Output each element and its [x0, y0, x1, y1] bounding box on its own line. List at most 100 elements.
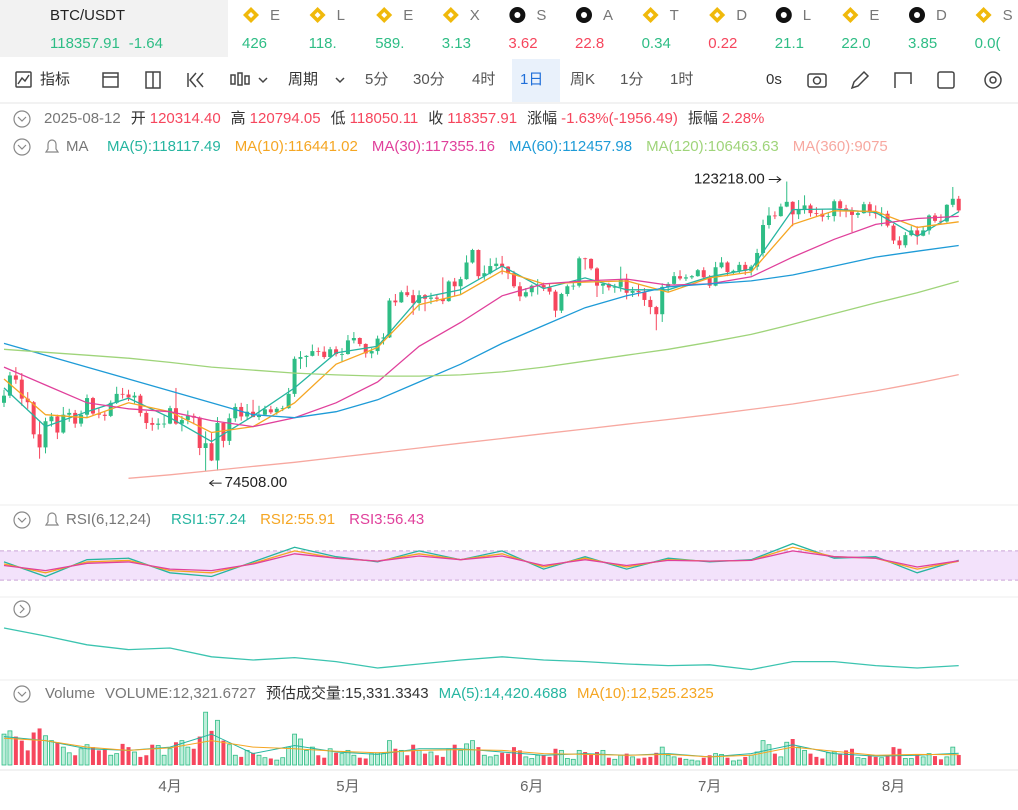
candle-body	[529, 285, 534, 293]
bell-icon[interactable]	[44, 139, 60, 153]
ticker-value[interactable]: 0.22	[708, 35, 737, 52]
volume-bar	[541, 755, 546, 765]
candle-body	[375, 338, 380, 352]
volume-bar	[138, 756, 143, 765]
ticker-value[interactable]: 3.85	[908, 35, 937, 52]
volume-bar	[719, 754, 724, 766]
chevron[interactable]	[258, 77, 268, 84]
toolbar-icons	[15, 70, 1002, 90]
collapse-button[interactable]	[13, 511, 31, 529]
chevron[interactable]	[335, 77, 345, 84]
pen-icon[interactable]	[850, 70, 870, 90]
volume-bar	[564, 758, 570, 766]
volume-bar	[654, 752, 659, 765]
interval-button[interactable]: 1时	[670, 71, 693, 88]
volume-bar	[84, 744, 90, 766]
volume-bar	[191, 748, 196, 765]
volume-bar	[464, 743, 469, 766]
settings-icon[interactable]	[984, 71, 1002, 89]
indicator-button[interactable]: 指标	[40, 71, 70, 88]
candle-body	[464, 262, 469, 280]
ticker-value[interactable]: 3.13	[442, 35, 471, 52]
ticker-value[interactable]: 3.62	[508, 35, 537, 52]
collapse-button[interactable]	[13, 685, 31, 703]
candle-body	[310, 351, 315, 356]
candle-body	[340, 354, 345, 355]
pair-cell[interactable]	[0, 0, 228, 57]
candle-body	[897, 240, 902, 246]
volume-bar	[511, 747, 516, 765]
candle-body	[470, 250, 475, 263]
ma-line	[3, 215, 959, 428]
ticker-value[interactable]: 426	[242, 35, 267, 52]
volume-bar	[274, 759, 280, 766]
candle-body	[381, 337, 386, 339]
candle-body	[387, 300, 392, 338]
interval-button[interactable]: 5分	[365, 71, 388, 88]
bell-icon[interactable]	[44, 512, 60, 526]
ticker-letter: S	[536, 7, 546, 24]
collapse-chevron	[17, 517, 27, 523]
pair-name: BTC/USDT	[50, 7, 125, 24]
candle-body	[624, 279, 629, 293]
ticker-value[interactable]: 22.8	[575, 35, 604, 52]
candle-body	[262, 409, 267, 415]
ticker-value[interactable]: 589.	[375, 35, 404, 52]
interval-button[interactable]: 4时	[472, 71, 495, 88]
coin-icon-core	[847, 12, 854, 18]
coin-icon-core	[447, 12, 454, 18]
volume-bar	[547, 756, 552, 765]
candle-icon[interactable]	[230, 74, 236, 85]
volume-bar	[529, 758, 535, 766]
volume-bar	[73, 755, 78, 765]
interval-button[interactable]: 30分	[413, 71, 445, 88]
pair-quote: 118357.91 -1.64	[50, 35, 163, 52]
ticker-letter: L	[803, 7, 811, 24]
replay-icon-b	[196, 72, 204, 88]
volume-bar	[363, 758, 368, 765]
candle-body	[766, 215, 771, 226]
volume-bar	[595, 752, 599, 765]
interval-button[interactable]: 周K	[570, 71, 595, 88]
volume-bar	[802, 749, 807, 766]
ticker-value[interactable]: 0.34	[642, 35, 671, 52]
candle-body	[606, 283, 611, 288]
volume-bar	[197, 736, 202, 765]
period-button[interactable]: 周期	[288, 71, 318, 88]
interval-button[interactable]: 1分	[620, 71, 643, 88]
expand-chevron	[19, 604, 25, 614]
candle-body	[245, 411, 250, 417]
volume-bar	[926, 753, 932, 766]
candle-body	[25, 398, 30, 403]
volume-bar	[256, 754, 262, 766]
candle-body	[595, 268, 599, 286]
replay-icon[interactable]	[189, 72, 197, 88]
indicator-icon[interactable]	[15, 71, 32, 88]
volume-bar	[844, 750, 849, 765]
camera-icon[interactable]	[807, 73, 827, 88]
ticker-value[interactable]: 118.	[309, 35, 337, 52]
candle-icon-c	[244, 75, 250, 85]
expand-button[interactable]	[13, 600, 31, 618]
calendar-icon[interactable]	[102, 72, 119, 88]
volume-bar	[262, 757, 268, 766]
volume-bar	[689, 759, 695, 766]
collapse-button[interactable]	[13, 110, 31, 128]
volume-bar	[416, 749, 422, 766]
candle-body	[150, 423, 155, 425]
volume-bar	[535, 754, 541, 766]
collapse-button[interactable]	[13, 138, 31, 156]
ticker-letter: A	[603, 7, 613, 24]
ticker-value[interactable]: 21.1	[775, 35, 804, 52]
volume-bar	[120, 743, 125, 765]
screen-icon[interactable]	[937, 71, 955, 89]
ticker-value[interactable]: 22.0	[841, 35, 870, 52]
volume-bar	[339, 753, 345, 766]
frame-icon[interactable]	[894, 72, 912, 88]
ticker-value[interactable]: 0.0(	[975, 35, 1001, 52]
volume-bar	[173, 742, 178, 765]
interval-button[interactable]: 1日	[520, 71, 543, 88]
candle-body	[488, 266, 493, 274]
volume-bar	[215, 719, 220, 766]
volume-bar	[434, 755, 439, 765]
